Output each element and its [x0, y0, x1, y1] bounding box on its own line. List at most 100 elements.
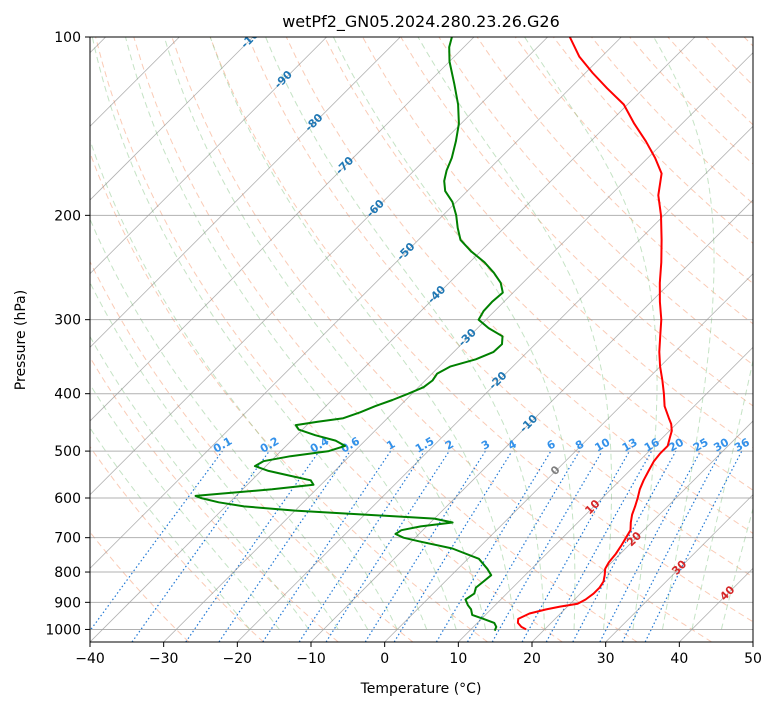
moist-adiabat: [90, 281, 339, 630]
y-tick-label: 900: [54, 595, 81, 611]
mixing-ratio-label: 1: [384, 438, 397, 453]
mixing-ratio-line: [644, 450, 743, 642]
isotherm-label: 10: [582, 497, 602, 517]
isotherm-label: -50: [394, 240, 417, 263]
isotherm: [90, 37, 254, 201]
y-tick-label: 700: [54, 531, 81, 547]
x-tick-label: 30: [597, 651, 615, 667]
isotherm: [90, 37, 475, 422]
x-tick-label: 20: [523, 651, 541, 667]
dry-adiabat: [476, 37, 753, 325]
isotherm: [310, 199, 753, 642]
mixing-ratio-line: [185, 450, 320, 642]
moist-adiabat: [265, 37, 546, 630]
isotherm: [679, 567, 753, 642]
mixing-ratio-label: 13: [620, 436, 640, 455]
x-tick-label: 10: [449, 651, 467, 667]
x-tick-label: 0: [380, 651, 389, 667]
dry-adiabat: [438, 37, 753, 366]
isotherm-label: 0: [548, 463, 563, 478]
mixing-ratio-line: [393, 450, 513, 642]
isotherm: [458, 346, 753, 642]
moist-adiabat: [125, 37, 457, 630]
mixing-ratio-line: [90, 450, 223, 632]
dry-adiabat: [95, 37, 563, 642]
moist-adiabat: [209, 37, 516, 630]
moist-adiabat: [720, 506, 753, 630]
y-tick-label: 600: [54, 491, 81, 507]
isotherm-label: -90: [272, 68, 295, 91]
mixing-ratio-line: [545, 450, 653, 642]
dry-adiabat: [90, 356, 339, 642]
dry-adiabat: [667, 37, 753, 126]
x-tick-label: −40: [75, 651, 105, 667]
isotherm-label: -10: [517, 412, 540, 435]
mixing-ratio-label: 6: [545, 437, 558, 452]
mixing-ratio-line: [521, 450, 631, 642]
temperature-profile: [516, 37, 673, 631]
moist-adiabat: [691, 358, 753, 630]
moist-adiabat: [90, 138, 398, 630]
mixing-ratio-label: 3: [479, 438, 492, 453]
y-tick-label: 100: [54, 30, 81, 46]
mixing-ratio-line: [218, 450, 351, 642]
mixing-ratio-line: [131, 450, 270, 642]
y-axis-title: Pressure (hPa): [13, 290, 29, 390]
axes: −40 −30 −20 −10 0 10 20 30 40 5010020030040050060…: [45, 30, 762, 667]
dry-adiabat: [743, 37, 753, 47]
isotherm: [752, 641, 753, 642]
plot-frame: [89, 36, 754, 643]
mixing-ratio-label: 16: [642, 435, 662, 454]
dry-adiabat: [285, 37, 753, 534]
y-tick-label: 200: [54, 208, 81, 224]
mixing-ratio-label: 30: [711, 435, 731, 454]
isotherm-label: -80: [302, 111, 325, 134]
isotherm: [237, 125, 753, 642]
isotherm: [90, 37, 548, 496]
isotherm: [531, 420, 753, 642]
mixing-ratio-line: [262, 450, 392, 642]
chart-title: wetPf2_GN05.2024.280.23.26.G26: [282, 12, 560, 32]
dry-adiabat: [133, 37, 638, 642]
y-tick-label: 300: [54, 313, 81, 329]
dry-adiabat: [209, 37, 753, 623]
moist-adiabat: [332, 37, 576, 630]
moist-adiabat: [90, 335, 310, 630]
moist-adiabat: [90, 427, 251, 630]
x-tick-label: 40: [670, 651, 688, 667]
x-tick-label: −20: [223, 651, 253, 667]
mixing-ratio-label: 4: [506, 437, 519, 452]
y-tick-label: 500: [54, 444, 81, 460]
isotherm: [90, 37, 622, 569]
sounding-profiles: [194, 37, 673, 632]
dry-adiabat: [171, 37, 712, 642]
dewpoint-profile: [194, 37, 504, 632]
isotherm: [384, 273, 753, 642]
dry-adiabat: [324, 37, 753, 491]
dry-adiabat: [90, 260, 414, 642]
moist-adiabat: [524, 37, 658, 630]
isotherm-label: 40: [717, 583, 737, 603]
moist-adiabat: [90, 217, 369, 630]
y-tick-label: 400: [54, 387, 81, 403]
dry-adiabat: [90, 445, 264, 642]
mixing-ratio-line: [298, 450, 425, 642]
mixing-ratio-label: 1.5: [413, 435, 436, 456]
isotherm-label: 20: [624, 529, 644, 549]
mixing-ratio-line: [364, 450, 486, 642]
dry-adiabat: [247, 37, 753, 578]
background-lines: [90, 37, 753, 642]
mixing-ratio-line: [599, 450, 702, 642]
y-tick-label: 800: [54, 565, 81, 581]
isotherm: [605, 494, 753, 642]
moist-adiabat: [653, 37, 715, 630]
isotherm: [90, 37, 696, 642]
isotherm-label: -20: [486, 369, 509, 392]
isotherm: [90, 37, 401, 348]
mixing-ratio-label: 25: [691, 436, 711, 455]
x-tick-label: −10: [296, 651, 326, 667]
moist-adiabat: [91, 37, 428, 630]
moist-adiabat: [90, 383, 280, 630]
isotherm: [163, 52, 753, 642]
